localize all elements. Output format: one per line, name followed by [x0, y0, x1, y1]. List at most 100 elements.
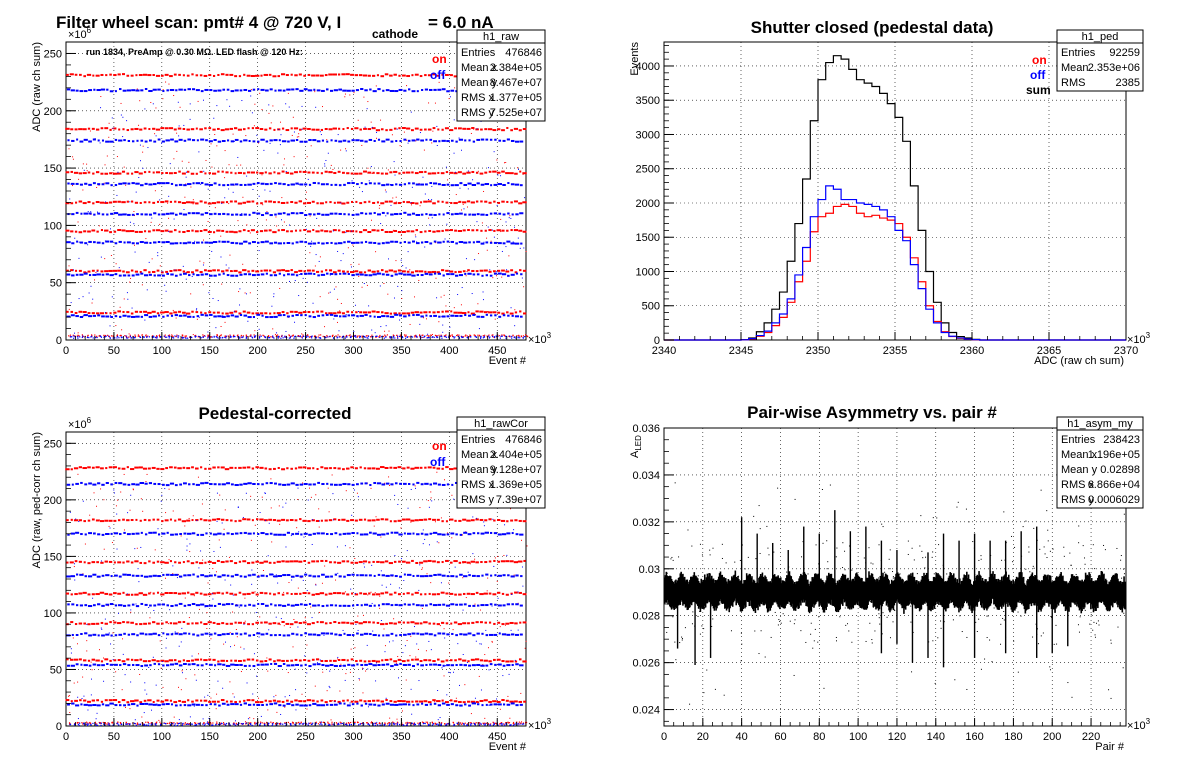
rawcor-point-off: [217, 663, 222, 666]
rawcor-point-on: [306, 623, 311, 626]
raw-point-on: [488, 201, 492, 204]
raw-legend: on off: [430, 52, 447, 82]
rawcor-point-on: [410, 467, 415, 470]
raw-point-on: [263, 269, 268, 272]
raw-point-off: [337, 242, 343, 245]
rawcor-point-on: [117, 499, 119, 501]
raw-point-on: [363, 96, 365, 98]
raw-point-on: [326, 139, 328, 141]
raw-point-off: [190, 336, 193, 338]
rawcor-point-on: [497, 591, 501, 594]
raw-point-on: [147, 335, 149, 337]
raw-point-on: [150, 101, 152, 103]
raw-point-off: [415, 313, 420, 316]
raw-point-on: [100, 73, 104, 76]
raw-point-on: [418, 182, 420, 184]
rawcor-point-off: [213, 483, 217, 486]
raw-point-on: [376, 270, 380, 273]
rawcor-point-on: [95, 659, 100, 662]
rawcor-point-on: [78, 560, 82, 563]
rawcor-point-on: [292, 723, 294, 725]
rawcor-point-on: [455, 697, 457, 699]
rawcor-point-on: [432, 699, 436, 702]
rawcor-point-on: [284, 706, 286, 708]
raw-point-on: [122, 128, 125, 131]
rawcor-point-on: [255, 701, 260, 704]
raw-point-on: [182, 335, 184, 337]
raw-point-off: [208, 335, 210, 337]
raw-point-off: [450, 89, 455, 92]
rawcor-point-on: [103, 499, 105, 501]
raw-point-on: [152, 229, 155, 232]
raw-point-off: [173, 218, 175, 220]
rawcor-point-on: [432, 560, 436, 563]
rawcor-point-on: [177, 632, 179, 634]
rawcor-point-on: [380, 466, 385, 469]
rawcor-point-off: [135, 574, 140, 577]
raw-point-off: [312, 139, 317, 142]
rawcor-point-off: [83, 724, 86, 726]
rawcor-point-on: [181, 670, 183, 672]
rawcor-point-on: [98, 721, 100, 724]
raw-point-off: [376, 131, 378, 133]
raw-point-off: [162, 90, 165, 93]
rawcor-point-on: [376, 560, 380, 563]
rawcor-point-on: [259, 591, 264, 594]
raw-point-off: [101, 139, 105, 142]
raw-point-on: [99, 312, 105, 315]
raw-point-on: [371, 270, 376, 273]
raw-point-off: [356, 183, 359, 186]
rawcor-point-on: [203, 722, 205, 724]
raw-point-on: [73, 171, 79, 174]
rawcor-title: Pedestal-corrected: [198, 404, 351, 423]
raw-point-on: [477, 334, 479, 336]
rawcor-point-on: [346, 467, 350, 470]
rawcor-point-off: [169, 724, 171, 726]
rawcor-point-on: [397, 593, 402, 596]
rawcor-point-on: [225, 700, 229, 703]
raw-point-off: [472, 313, 476, 316]
raw-point-off: [260, 335, 262, 337]
raw-point-on: [281, 127, 285, 130]
raw-point-off: [185, 171, 187, 173]
raw-point-on: [341, 171, 345, 174]
rawcor-point-on: [109, 659, 112, 662]
rawcor-point-on: [251, 699, 255, 702]
rawcor-point-off: [92, 573, 97, 576]
raw-point-on: [119, 335, 121, 337]
rawcor-point-off: [105, 704, 110, 707]
rawcor-point-on: [66, 561, 69, 564]
raw-point-on: [216, 334, 219, 336]
raw-point-off: [234, 89, 239, 92]
rawcor-point-on: [362, 692, 364, 694]
raw-point-on: [291, 134, 293, 136]
raw-point-on: [451, 334, 453, 336]
raw-point-off: [325, 88, 329, 91]
raw-point-off: [507, 182, 510, 185]
raw-point-off: [457, 294, 459, 296]
raw-point-off: [304, 241, 308, 244]
rawcor-point-off: [108, 632, 110, 634]
raw-point-off: [373, 315, 376, 318]
raw-point-off: [272, 335, 274, 337]
raw-point-off: [480, 183, 485, 186]
rawcor-point-off: [82, 500, 84, 502]
ped-stats-label-2: RMS: [1061, 77, 1085, 89]
raw-point-on: [404, 334, 406, 336]
raw-point-off: [130, 337, 132, 339]
rawcor-point-off: [189, 543, 191, 545]
rawcor-point-off: [178, 722, 181, 724]
rawcor-point-off: [122, 573, 127, 576]
raw-point-on: [131, 172, 134, 175]
raw-point-on: [367, 167, 369, 169]
raw-point-off: [467, 336, 469, 338]
raw-point-off: [225, 337, 227, 339]
raw-point-on: [484, 128, 488, 131]
raw-point-on: [165, 171, 168, 174]
rawcor-point-on: [462, 577, 464, 579]
raw-point-off: [427, 333, 429, 335]
raw-point-on: [285, 171, 290, 174]
raw-point-on: [253, 334, 255, 336]
raw-point-off: [285, 103, 287, 105]
raw-point-off: [429, 138, 433, 141]
